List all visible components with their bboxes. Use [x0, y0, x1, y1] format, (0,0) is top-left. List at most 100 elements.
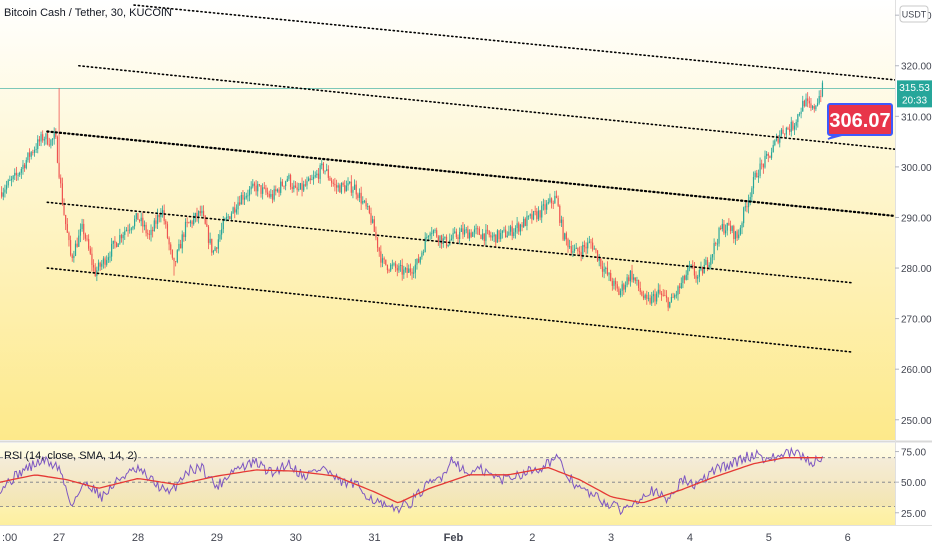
channel-line[interactable]: [46, 130, 895, 218]
candle-body: [166, 224, 169, 238]
candle-body: [647, 297, 650, 299]
candle-body: [311, 179, 313, 180]
candle-body: [230, 213, 233, 219]
candle-body: [596, 250, 599, 261]
rsi-title[interactable]: RSI (14, close, SMA, 14, 2): [4, 450, 137, 462]
last-price-value: 315.53: [899, 83, 930, 94]
candle-body: [560, 219, 563, 223]
candle-body: [426, 237, 428, 238]
candle-body: [198, 211, 200, 218]
candle-body: [117, 243, 119, 247]
candle-body: [404, 268, 407, 270]
candle-body: [303, 184, 305, 191]
candle-body: [383, 258, 385, 260]
candle-body: [578, 251, 581, 253]
channel-line[interactable]: [46, 201, 853, 284]
candle-body: [646, 294, 648, 299]
candle-body: [289, 175, 292, 187]
main-pane[interactable]: [0, 4, 895, 353]
candle-body: [582, 244, 584, 256]
candle-body: [247, 195, 249, 197]
candle-body: [482, 233, 484, 239]
candle-body: [803, 100, 805, 106]
candle-body: [207, 226, 210, 243]
candle-body: [173, 257, 175, 262]
candle-body: [802, 100, 804, 112]
currency-box[interactable]: [899, 5, 929, 23]
candle-body: [695, 275, 697, 279]
candle-body: [391, 264, 393, 266]
candle-body: [744, 206, 746, 208]
candle-body: [352, 189, 354, 193]
candle-body: [618, 288, 620, 295]
candle-body: [477, 228, 479, 230]
candle-body: [790, 121, 792, 132]
time-axis-background[interactable]: [0, 525, 932, 550]
candle-body: [583, 244, 586, 247]
candle-body: [69, 240, 72, 255]
channel-line[interactable]: [46, 267, 853, 353]
candle-body: [480, 234, 482, 239]
candle-body: [797, 114, 799, 123]
candle-body: [518, 223, 520, 232]
candle-body: [165, 220, 167, 225]
candle-body: [299, 183, 302, 190]
candle-body: [48, 144, 50, 146]
candle-body: [370, 213, 372, 223]
candle-body: [145, 224, 147, 234]
candle-body: [32, 152, 34, 153]
candle-body: [634, 277, 636, 281]
candle-body: [408, 268, 410, 273]
candle-body: [726, 222, 728, 231]
price-callout[interactable]: 306.07: [827, 103, 893, 140]
candle-body: [285, 181, 287, 187]
candle-body: [436, 230, 438, 237]
candle-body: [212, 250, 215, 253]
candle-body: [362, 200, 364, 204]
candle-body: [513, 232, 515, 237]
candle-body: [2, 192, 4, 197]
rsi-tick-label: 50.00: [901, 478, 926, 489]
candle-body: [724, 230, 727, 234]
candle-body: [454, 231, 456, 233]
candle-body: [554, 195, 556, 204]
candle-body: [68, 232, 70, 241]
candle-body: [86, 238, 88, 240]
candle-body: [688, 265, 691, 268]
candle-body: [483, 233, 485, 241]
candle-body: [537, 210, 540, 220]
candle-body: [283, 185, 285, 187]
candle-body: [316, 173, 318, 176]
currency-label: USDT: [902, 10, 927, 20]
candle-body: [253, 183, 256, 186]
candle-body: [156, 214, 159, 224]
candle-body: [94, 267, 96, 276]
candle-body: [179, 243, 182, 249]
candle-body: [432, 230, 434, 234]
candle-body: [800, 111, 802, 114]
candle-body: [475, 228, 477, 230]
rsi-pane[interactable]: [0, 446, 895, 516]
candle-body: [324, 170, 326, 172]
candle-body: [577, 247, 579, 252]
price-axis-background[interactable]: [895, 0, 932, 525]
candle-body: [102, 258, 105, 264]
candle-body: [557, 198, 559, 206]
candle-body: [660, 293, 663, 295]
candle-body: [124, 231, 126, 235]
candle-body: [178, 243, 180, 251]
candle-body: [76, 243, 78, 247]
candle-body: [181, 234, 183, 249]
candle-body: [450, 238, 453, 240]
candle-body: [550, 198, 553, 203]
candle-body: [321, 163, 323, 166]
candle-body: [83, 223, 85, 235]
candle-body: [567, 239, 569, 248]
channel-line[interactable]: [133, 4, 895, 81]
candle-body: [27, 152, 29, 161]
candle-body: [101, 263, 103, 267]
time-tick-label: 27: [53, 532, 65, 544]
candle-body: [375, 231, 377, 238]
chart-title[interactable]: Bitcoin Cash / Tether, 30, KUCOIN: [4, 7, 172, 19]
